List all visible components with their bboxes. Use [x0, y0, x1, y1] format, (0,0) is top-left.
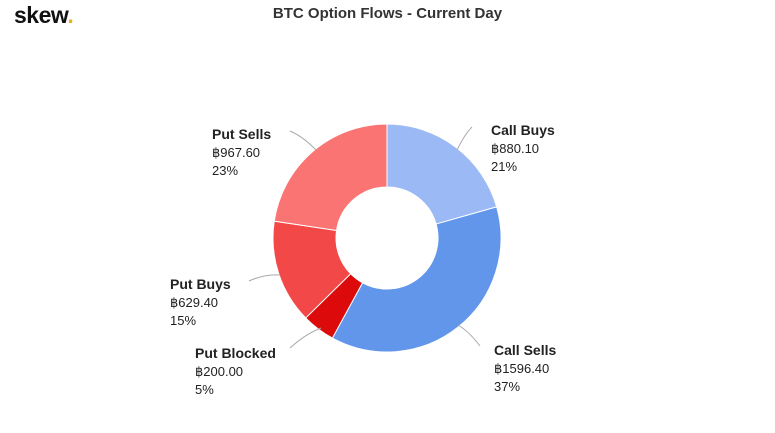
slice-call-sells — [331, 206, 502, 353]
chart-title: BTC Option Flows - Current Day — [272, 5, 503, 22]
leader-line-put-buys — [248, 274, 281, 282]
label-name-put-blocked: Put Blocked — [195, 345, 276, 361]
logo-dot: . — [67, 2, 74, 28]
label-name-call-sells: Call Sells — [494, 342, 556, 358]
leader-line-put-sells — [289, 130, 317, 151]
label-value-call-sells: ฿1596.40 — [494, 361, 549, 376]
label-value-put-blocked: ฿200.00 — [195, 364, 243, 379]
label-percent-put-buys: 15% — [170, 313, 196, 328]
label-name-put-buys: Put Buys — [170, 276, 231, 292]
label-percent-put-sells: 23% — [212, 163, 238, 178]
leader-line-call-sells — [457, 324, 481, 347]
label-percent-call-buys: 21% — [491, 159, 517, 174]
logo-text: skew — [14, 2, 68, 28]
skew-logo: skew. — [14, 2, 74, 29]
label-percent-put-blocked: 5% — [195, 382, 214, 397]
label-value-call-buys: ฿880.10 — [491, 141, 539, 156]
label-value-put-buys: ฿629.40 — [170, 295, 218, 310]
label-percent-call-sells: 37% — [494, 379, 520, 394]
label-name-call-buys: Call Buys — [491, 122, 555, 138]
leader-line-call-buys — [456, 126, 473, 151]
leader-line-put-blocked — [289, 327, 322, 349]
label-name-put-sells: Put Sells — [212, 126, 271, 142]
label-value-put-sells: ฿967.60 — [212, 145, 260, 160]
slice-call-buys — [386, 123, 498, 225]
slice-put-sells — [273, 123, 388, 232]
